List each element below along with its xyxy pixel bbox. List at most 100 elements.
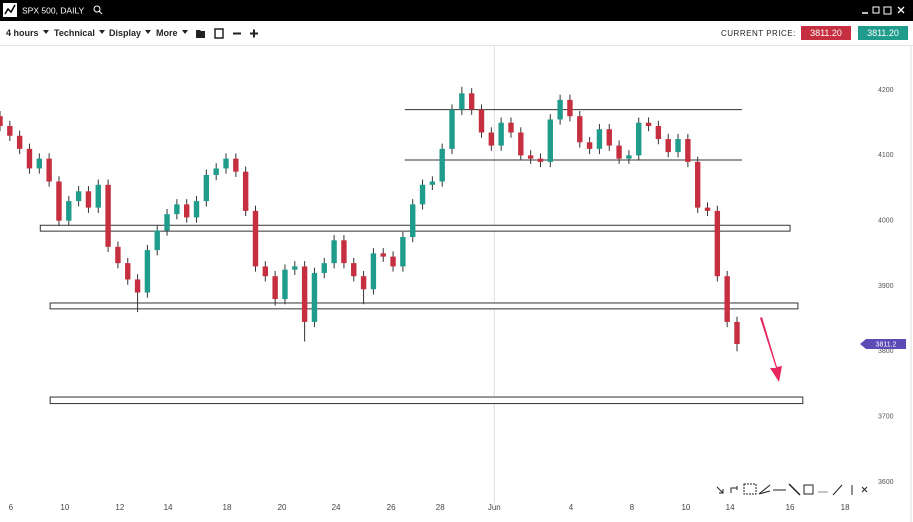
x-tick-label: 10 (60, 503, 69, 512)
tool-delete[interactable] (861, 486, 868, 493)
candle-body (144, 250, 151, 293)
close-icon[interactable] (897, 6, 905, 14)
candle-body (547, 119, 553, 162)
candle-body (390, 256, 396, 267)
candle-body (115, 246, 121, 264)
tool-trend[interactable] (788, 483, 801, 496)
x-tick-label: 8 (630, 503, 635, 512)
menu-interval[interactable]: 4 hours (6, 28, 49, 38)
candle-body (292, 266, 298, 270)
y-tick-label: 4100 (878, 152, 894, 159)
search-icon[interactable] (93, 5, 101, 13)
candle-body (164, 214, 170, 231)
tool-step[interactable] (730, 486, 738, 493)
candle-body (675, 139, 681, 153)
candle-body (223, 158, 229, 169)
candle-body (154, 230, 160, 251)
tool-line[interactable] (832, 484, 843, 496)
candle-body (410, 204, 416, 238)
save-icon[interactable] (214, 28, 224, 39)
current-price-label: CURRENT PRICE: (721, 29, 796, 38)
buy-price[interactable]: 3811.20 (858, 26, 908, 40)
drawing-tools (716, 483, 868, 496)
candle-body (134, 279, 141, 293)
popout-icon[interactable] (872, 6, 880, 14)
candle-body (75, 191, 82, 202)
candle-body (184, 204, 190, 218)
candle-body (370, 253, 377, 290)
tool-rect[interactable] (803, 484, 814, 495)
x-tick-label: 14 (164, 503, 173, 512)
candle-body (66, 201, 72, 221)
last-price-label: 3811.2 (876, 341, 897, 348)
candle-body (301, 266, 308, 322)
x-tick-label: 4 (569, 503, 574, 512)
candle-body (626, 155, 632, 159)
candle-body (577, 116, 583, 143)
candle-body (468, 93, 475, 110)
candle-body (203, 174, 210, 202)
x-tick-label: 28 (436, 503, 445, 512)
candle-body (567, 99, 573, 117)
candle-body (488, 132, 495, 146)
candle-body (351, 263, 357, 277)
candle-body (46, 158, 52, 182)
candle-body (508, 122, 514, 133)
open-icon[interactable] (196, 30, 205, 38)
menu-technical[interactable]: Technical (54, 28, 105, 38)
y-tick-label: 3600 (878, 479, 894, 486)
candle-body (26, 148, 33, 169)
level-zone (49, 396, 804, 405)
title-bar: SPX 500, DAILY (0, 0, 913, 21)
tool-cursor[interactable] (716, 486, 724, 494)
sell-price[interactable]: 3811.20 (801, 26, 851, 40)
candle-body (272, 276, 278, 300)
x-tick-label: 10 (681, 503, 690, 512)
candle-body (478, 109, 485, 133)
candle-body (557, 99, 563, 120)
candle-body (459, 93, 465, 110)
y-tick-label: 4200 (878, 87, 894, 94)
y-tick-label: 4000 (878, 218, 894, 225)
logo-mark (4, 4, 16, 15)
x-tick-label: Jun (488, 503, 501, 512)
x-tick-label: 20 (278, 503, 287, 512)
x-tick-label: 12 (115, 503, 124, 512)
last-price-tag (860, 338, 906, 349)
x-tick-label: 14 (726, 503, 735, 512)
x-tick-label: 26 (387, 503, 396, 512)
candle-body (16, 135, 23, 149)
candle-body (655, 125, 662, 140)
candle-body (321, 263, 327, 273)
x-tick-label: 24 (332, 503, 341, 512)
tool-fib[interactable] (743, 483, 757, 495)
candle-body (694, 161, 701, 208)
candle-body (85, 191, 92, 208)
candle-body (606, 129, 612, 146)
candle-body (242, 171, 249, 211)
candle-body (125, 263, 131, 280)
menu-display[interactable]: Display (109, 28, 151, 38)
x-tick-label: 16 (786, 503, 795, 512)
candle-body (645, 122, 652, 126)
candle-body (498, 122, 504, 146)
maximize-icon[interactable] (883, 6, 892, 15)
y-tick-label: 3900 (878, 283, 894, 290)
y-tick-label: 3800 (878, 348, 894, 355)
x-tick-label: 18 (841, 503, 850, 512)
toolbar: 4 hours Technical Display More CURRENT P… (0, 21, 913, 46)
x-tick-label: 6 (9, 503, 14, 512)
tool-fan[interactable] (758, 484, 771, 495)
candle-body (95, 184, 101, 208)
candle-body (193, 201, 200, 218)
candle-body (518, 132, 524, 156)
candle-body (449, 109, 455, 149)
zoom-in-icon[interactable] (250, 29, 258, 38)
candle-body (56, 181, 62, 221)
candle-body (331, 240, 337, 264)
candle-body (636, 122, 642, 156)
tool-icons (196, 28, 258, 39)
candle-body (341, 240, 347, 264)
menu-more[interactable]: More (156, 28, 188, 38)
